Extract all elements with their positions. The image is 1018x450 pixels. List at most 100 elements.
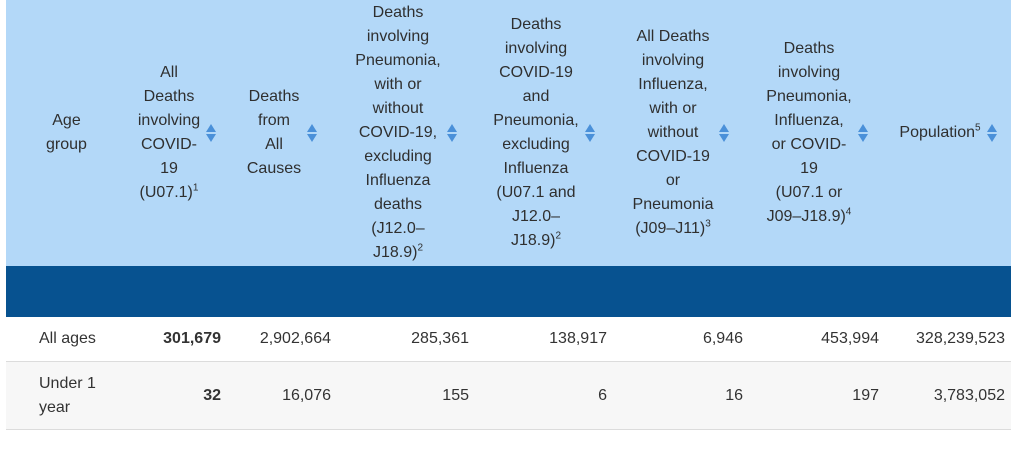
- header-label-line: or: [665, 172, 681, 189]
- footnote-marker: 5: [975, 122, 981, 134]
- footnote-marker: 2: [417, 242, 423, 254]
- header-band-cell: [6, 266, 1011, 317]
- header-label-line: group: [46, 136, 87, 153]
- header-label-line: All Deaths: [636, 28, 710, 45]
- header-label-line: involving: [366, 28, 430, 45]
- header-all-causes[interactable]: Deaths from All Causes: [227, 0, 337, 266]
- header-label-line: Deaths: [510, 16, 562, 33]
- header-label-line: (J09–J11)3: [635, 218, 711, 237]
- header-label-line: Pneumonia: [632, 196, 714, 213]
- header-label-line: Pneumonia,: [766, 88, 852, 105]
- pneumonia-deaths-cell: 285,361: [337, 317, 475, 362]
- covid-deaths-cell: 32: [127, 361, 227, 430]
- header-label-line: J18.9)2: [372, 242, 423, 261]
- header-label-line: excluding: [364, 148, 432, 165]
- header-label: Age group: [46, 109, 87, 157]
- header-label-line: COVID-19,: [358, 124, 438, 141]
- header-label: Population5: [899, 121, 980, 145]
- footnote-marker: 1: [192, 182, 199, 194]
- header-label-line: Pneumonia,: [493, 112, 579, 129]
- footnote-marker: 2: [555, 230, 561, 242]
- header-label-line: involving: [504, 40, 568, 57]
- header-label-line: deaths: [373, 196, 423, 213]
- table-row: All ages 301,679 2,902,664 285,361 138,9…: [6, 317, 1011, 362]
- header-label-line: COVID-19: [636, 148, 710, 165]
- header-pneumonia-deaths[interactable]: Deaths involving Pneumonia, with or without C…: [337, 0, 475, 266]
- pneumonia-deaths-cell: 155: [337, 361, 475, 430]
- sort-updown-icon[interactable]: [719, 124, 730, 142]
- header-label: Deaths involving Pneumonia, Influenza, or CO…: [766, 37, 851, 229]
- header-covid-deaths[interactable]: All Deaths involving COVID- 19 (U07.1)1: [127, 0, 227, 266]
- header-label-line: COVID-19: [499, 64, 573, 81]
- population-cell: 3,783,052: [885, 361, 1011, 430]
- all-causes-cell: 16,076: [227, 361, 337, 430]
- sort-updown-icon[interactable]: [446, 124, 457, 142]
- header-label-line: without: [647, 124, 699, 141]
- header-label-line: J09–J18.9)4: [766, 206, 852, 225]
- header-label-line: Deaths: [372, 4, 424, 21]
- sort-updown-icon[interactable]: [857, 124, 868, 142]
- header-label: Deaths involving COVID-19 and Pneumonia, excl…: [493, 13, 578, 253]
- sort-updown-icon[interactable]: [986, 124, 997, 142]
- header-label-line: Influenza: [503, 160, 569, 177]
- header-label-line: J12.0–: [511, 208, 561, 225]
- footnote-marker: 4: [845, 206, 852, 218]
- influenza-deaths-cell: 16: [613, 361, 749, 430]
- header-covid-pneumonia[interactable]: Deaths involving COVID-19 and Pneumonia, excl…: [475, 0, 613, 266]
- header-label-line: Influenza,: [638, 76, 708, 93]
- age-group-cell: All ages: [6, 317, 127, 362]
- header-influenza-deaths[interactable]: All Deaths involving Influenza, with or with…: [613, 0, 749, 266]
- header-label-line: Deaths: [783, 40, 835, 57]
- header-label-line: (U07.1 or: [775, 184, 843, 201]
- header-label-line: Influenza,: [774, 112, 844, 129]
- header-label: All Deaths involving Influenza, with or with…: [633, 25, 714, 241]
- header-label-line: (U07.1)1: [139, 182, 199, 201]
- header-label-line: Pneumonia,: [355, 52, 441, 69]
- data-table-container: Age group All Deaths involving COVID- 19 (U07.1…: [6, 0, 1011, 430]
- population-cell: 328,239,523: [885, 317, 1011, 362]
- sort-updown-icon[interactable]: [584, 124, 595, 142]
- header-band: [6, 266, 1011, 317]
- footnote-marker: 3: [705, 218, 711, 230]
- sort-updown-icon[interactable]: [307, 124, 318, 142]
- header-age-group: Age group: [6, 0, 127, 266]
- header-label-line: or COVID-: [771, 136, 847, 153]
- pic-deaths-cell: 453,994: [749, 317, 885, 362]
- header-label-line: Deaths: [143, 88, 195, 105]
- header-label-line: excluding: [502, 136, 570, 153]
- all-causes-cell: 2,902,664: [227, 317, 337, 362]
- header-label-line: involving: [641, 52, 705, 69]
- header-label-line: with or: [649, 100, 697, 117]
- table-row: Under 1 year 32 16,076 155 6 16 197 3,78…: [6, 361, 1011, 430]
- covid-pneumonia-cell: 138,917: [475, 317, 613, 362]
- header-label-line: COVID-: [140, 136, 197, 153]
- header-label-line: All: [160, 64, 178, 81]
- header-label-line: 19: [160, 160, 178, 177]
- header-label: Deaths involving Pneumonia, with or without C…: [355, 1, 440, 265]
- header-label-line: (U07.1 and: [496, 184, 576, 201]
- header-label-line: involving: [137, 112, 201, 129]
- header-label-line: Population5: [899, 122, 981, 141]
- data-table: Age group All Deaths involving COVID- 19 (U07.1…: [6, 0, 1011, 430]
- covid-deaths-cell: 301,679: [127, 317, 227, 362]
- header-label-line: Influenza: [365, 172, 431, 189]
- header-label-line: Causes: [246, 160, 302, 177]
- age-group-cell: Under 1 year: [6, 361, 127, 430]
- sort-updown-icon[interactable]: [206, 124, 217, 142]
- header-label: Deaths from All Causes: [247, 85, 301, 181]
- header-label: All Deaths involving COVID- 19 (U07.1)1: [138, 61, 200, 205]
- influenza-deaths-cell: 6,946: [613, 317, 749, 362]
- header-pic-deaths[interactable]: Deaths involving Pneumonia, Influenza, or CO…: [749, 0, 885, 266]
- header-label-line: from: [258, 112, 290, 129]
- pic-deaths-cell: 197: [749, 361, 885, 430]
- header-label-line: and: [522, 88, 550, 105]
- table-header-row: Age group All Deaths involving COVID- 19 (U07.1…: [6, 0, 1011, 266]
- header-population[interactable]: Population5: [885, 0, 1011, 266]
- covid-pneumonia-cell: 6: [475, 361, 613, 430]
- header-label-line: involving: [777, 64, 841, 81]
- header-label-line: Deaths: [248, 88, 300, 105]
- header-label-line: with or: [374, 76, 422, 93]
- header-label-line: Age: [52, 112, 81, 129]
- header-label-line: J18.9)2: [510, 230, 561, 249]
- header-label-line: without: [372, 100, 424, 117]
